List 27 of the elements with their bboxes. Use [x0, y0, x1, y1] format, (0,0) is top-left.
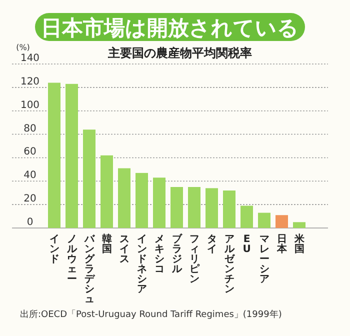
x-tick-label: タイ — [206, 234, 217, 255]
x-tick-label: メキシコ — [154, 234, 164, 275]
x-tick-label: マレーシア — [259, 234, 270, 285]
text: 出所:OECD「Post-Uruguay Round Tariff Regimes」(1999年) — [20, 309, 282, 320]
y-tick-label: 140 — [20, 53, 40, 64]
y-tick-label: 100 — [20, 100, 40, 111]
x-tick-label: バングラデシュ — [83, 234, 96, 305]
y-tick-label: 120 — [20, 76, 40, 88]
chart-title: 日本市場は開放されている — [41, 16, 299, 40]
x-tick-label: スイス — [119, 234, 130, 265]
x-tick-label: インド — [49, 234, 60, 265]
x-tick-label: ブラジル — [170, 233, 183, 275]
x-tick-label: EU — [242, 234, 251, 255]
x-tick-label: フィリピン — [189, 234, 200, 285]
y-tick-label: 40 — [24, 170, 36, 182]
x-tick-label: アルゼンチン — [223, 234, 236, 295]
x-tick-label: ノルウェー — [66, 234, 78, 285]
y-tick-label: 0 — [26, 217, 34, 228]
y-tick-label: 60 — [24, 146, 36, 158]
y-tick-label: 20 — [24, 194, 36, 205]
y-tick-label: 80 — [24, 123, 36, 134]
chart-subtitle: 主要国の農産物平均関税率 — [107, 46, 252, 60]
x-tick-label: 日本 — [276, 234, 288, 255]
x-tick-label: 韓国 — [102, 233, 112, 255]
x-tick-label: 米国 — [293, 233, 306, 255]
y-axis-title: (%) — [16, 43, 30, 52]
x-tick-label: インドネシア — [136, 234, 147, 295]
